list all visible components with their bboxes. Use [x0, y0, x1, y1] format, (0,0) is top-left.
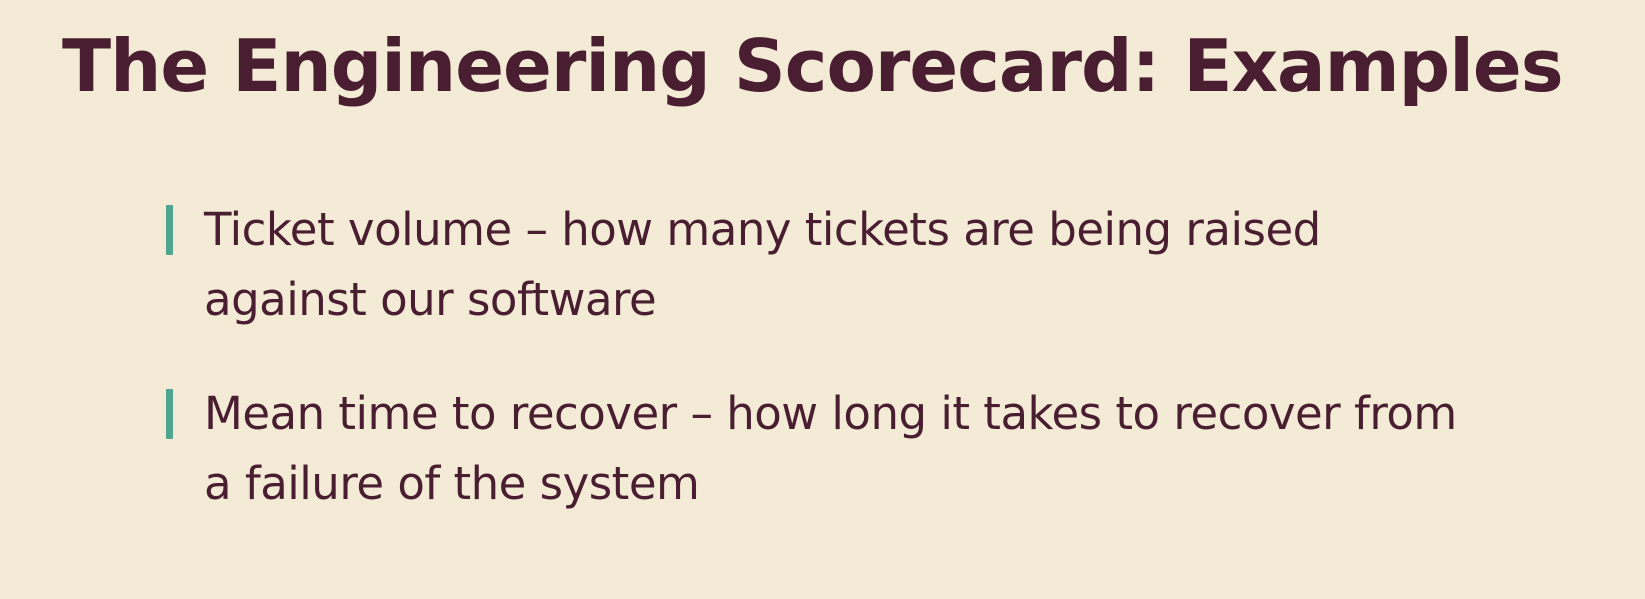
slide-title: The Engineering Scorecard: Examples: [62, 24, 1564, 108]
bullet-bar-icon: [166, 389, 173, 439]
bullet-list: Ticket volume – how many tickets are bei…: [166, 195, 1496, 563]
bullet-item: Mean time to recover – how long it takes…: [166, 379, 1496, 519]
bullet-text: Mean time to recover – how long it takes…: [204, 387, 1457, 510]
bullet-item: Ticket volume – how many tickets are bei…: [166, 195, 1496, 335]
bullet-bar-icon: [166, 205, 173, 255]
bullet-text: Ticket volume – how many tickets are bei…: [204, 203, 1321, 326]
